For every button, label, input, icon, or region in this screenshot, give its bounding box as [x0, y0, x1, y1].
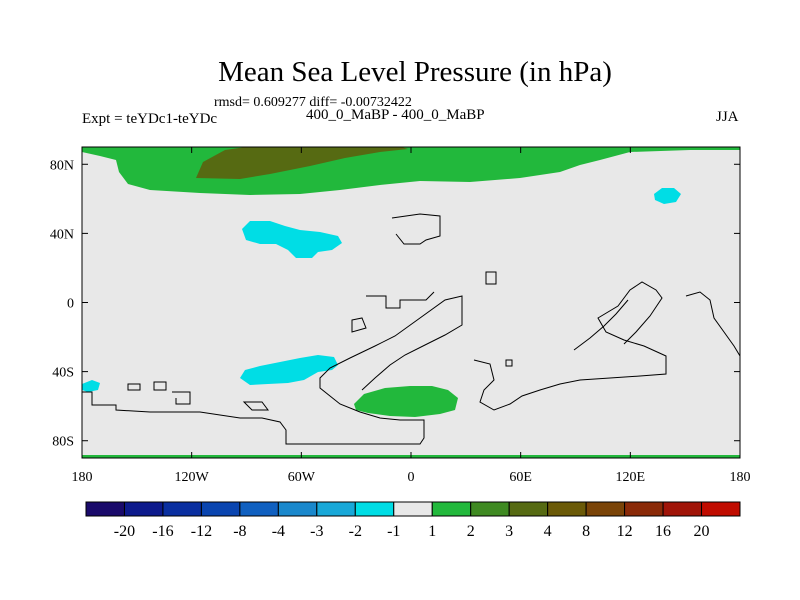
colorbar-swatch	[624, 501, 664, 517]
rmsd-diff-label: rmsd= 0.609277 diff= -0.00732422	[214, 95, 412, 110]
axis-ticks: 180 120W 60W 0 60E 120E 180 80N 40N 0 40S 80S	[50, 147, 751, 485]
region-north-atlantic-low	[242, 221, 342, 258]
x-tick-label: 60W	[288, 470, 316, 485]
colorbar-swatch	[239, 501, 279, 517]
chart-title: Mean Sea Level Pressure (in hPa)	[218, 56, 612, 88]
colorbar-swatch	[200, 501, 241, 517]
colorbar-swatch	[123, 501, 164, 517]
colorbar-label: 8	[582, 523, 590, 540]
comparison-label: 400_0_MaBP - 400_0_MaBP	[306, 107, 485, 123]
colorbar-label: 12	[617, 523, 633, 540]
colorbar-swatch	[277, 501, 318, 517]
region-north-pacific-low	[654, 188, 681, 204]
colorbar-swatch	[85, 501, 125, 517]
colorbar-label: 3	[505, 523, 513, 540]
colorbar-label: -3	[310, 523, 323, 540]
colorbar-swatch	[470, 501, 510, 517]
colorbar-swatch	[354, 501, 395, 517]
y-tick-label: 80S	[52, 435, 74, 450]
colorbar-label: -4	[272, 523, 285, 540]
experiment-label: Expt = teYDc1-teYDc	[82, 111, 218, 127]
colorbar-label: 2	[467, 523, 475, 540]
colorbar-swatch	[701, 501, 741, 517]
x-tick-label: 180	[72, 470, 93, 485]
colorbar-label: -16	[152, 523, 173, 540]
colorbar-swatch	[585, 501, 626, 517]
colorbar-label: -1	[387, 523, 400, 540]
x-tick-label: 120E	[616, 470, 646, 485]
region-edge-low	[82, 380, 100, 392]
colorbar-label: -20	[114, 523, 135, 540]
x-tick-label: 180	[730, 470, 751, 485]
x-tick-label: 120W	[175, 470, 210, 485]
season-label: JJA	[716, 109, 739, 125]
colorbar-swatch	[162, 501, 202, 517]
colorbar-swatch	[316, 501, 356, 517]
colorbar-swatch	[393, 501, 433, 517]
colorbar: -20 -16 -12 -8 -4 -3 -2 -1 1 2 3 4 8 12 16 20	[85, 501, 741, 540]
colorbar-label: -12	[191, 523, 212, 540]
y-tick-label: 80N	[50, 158, 74, 173]
colorbar-label: 20	[694, 523, 710, 540]
x-tick-label: 0	[408, 470, 415, 485]
colorbar-swatch	[508, 501, 549, 517]
colorbar-swatch	[431, 501, 472, 517]
region-south-pacific-low	[240, 355, 338, 385]
y-tick-label: 40S	[52, 366, 74, 381]
region-greenland-high-positive	[196, 147, 408, 179]
y-tick-label: 0	[67, 297, 74, 312]
colorbar-label: -2	[349, 523, 362, 540]
colorbar-label: -8	[233, 523, 246, 540]
colorbar-swatch	[662, 501, 703, 517]
colorbar-label: 16	[655, 523, 671, 540]
x-tick-label: 60E	[509, 470, 532, 485]
colorbar-label: 1	[428, 523, 436, 540]
contour-lines	[82, 213, 740, 445]
colorbar-label: 4	[544, 523, 552, 540]
region-south-atlantic-positive	[354, 386, 458, 417]
y-tick-label: 40N	[50, 227, 74, 242]
colorbar-swatch	[547, 501, 587, 517]
